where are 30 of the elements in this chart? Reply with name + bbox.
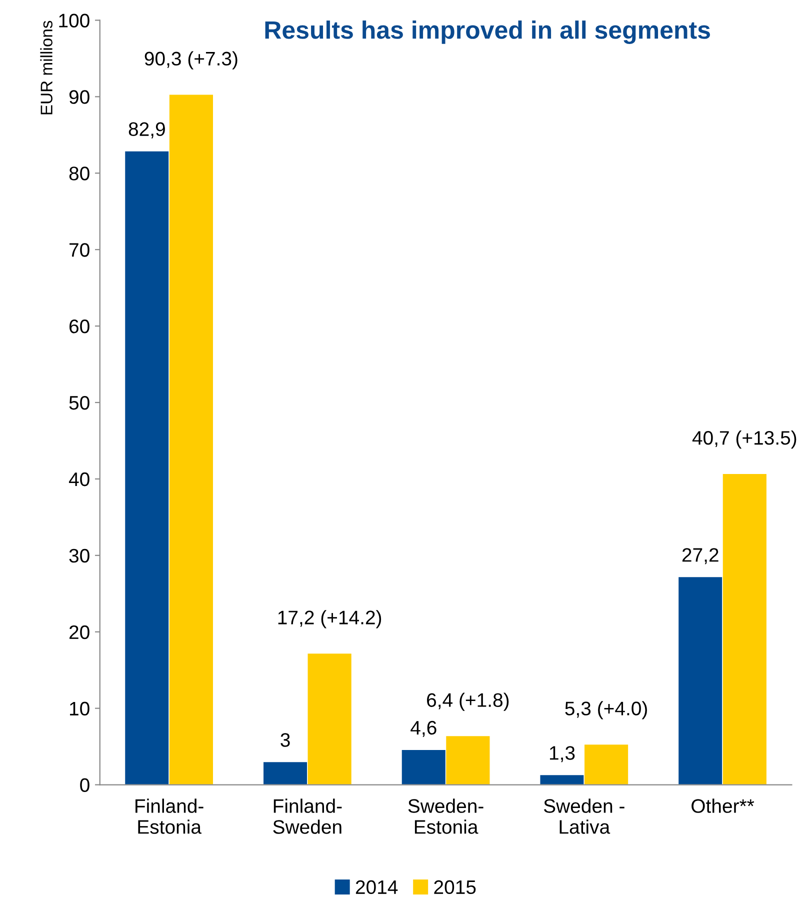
data-label: 40,7 (+13.5) xyxy=(692,430,796,449)
y-tick-label: 70 xyxy=(70,243,90,257)
y-tick-label: 0 xyxy=(80,778,90,792)
x-tick-label: Finland- Sweden xyxy=(273,798,342,834)
y-tick-label: 80 xyxy=(69,166,90,180)
data-label: 3 xyxy=(280,733,290,747)
y-tick-label: 40 xyxy=(68,472,90,486)
data-label: 82,9 xyxy=(128,122,165,138)
y-tick-label: 10 xyxy=(70,702,90,716)
data-label: 4,6 xyxy=(410,720,436,737)
y-tick-label: 30 xyxy=(69,548,90,563)
y-tick-label: 20 xyxy=(70,625,90,640)
data-label: 5,3 (+4.0) xyxy=(565,701,647,720)
legend-label: 2014 xyxy=(356,880,398,894)
x-tick-label: Other** xyxy=(692,798,754,813)
data-label: 27,2 xyxy=(682,548,718,564)
y-tick-label: 90 xyxy=(69,90,90,104)
data-label: 17,2 (+14.2) xyxy=(278,610,382,628)
y-tick-label: 100 xyxy=(59,14,90,28)
legend-label: 2015 xyxy=(434,880,476,894)
chart-title: Results has improved in all segments xyxy=(265,20,710,44)
x-tick-label: Sweden - Lativa xyxy=(544,798,624,834)
data-label: 6,4 (+1.8) xyxy=(427,692,509,711)
y-axis-title: EUR millions xyxy=(40,20,52,114)
x-tick-label: Sweden- Estonia xyxy=(408,798,484,834)
data-label: 1,3 xyxy=(550,746,575,762)
data-label: 90,3 (+7.3) xyxy=(144,51,238,70)
y-tick-label: 50 xyxy=(69,396,90,410)
y-tick-label: 60 xyxy=(70,320,90,334)
x-tick-label: Finland- Estonia xyxy=(136,798,204,834)
